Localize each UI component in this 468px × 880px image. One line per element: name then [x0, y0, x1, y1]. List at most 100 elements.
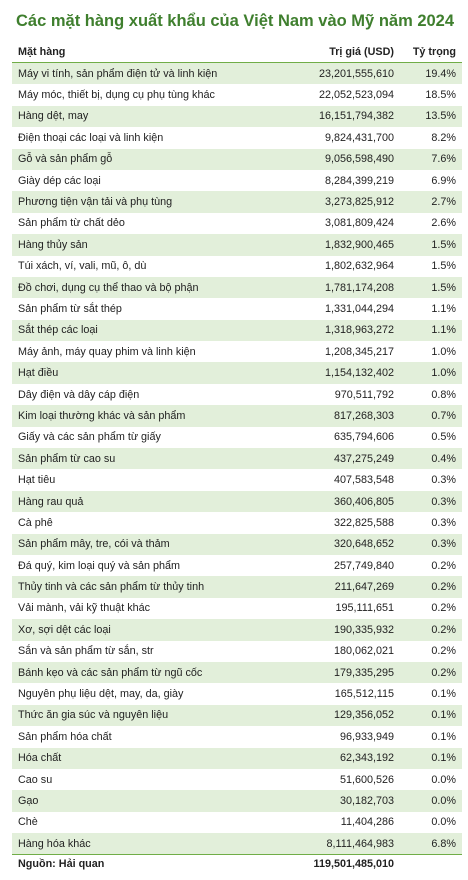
- table-row: Sản phẩm từ chất dẻo 3,081,809,424 2.6%: [12, 213, 462, 234]
- table-row: Gạo 30,182,703 0.0%: [12, 790, 462, 812]
- share: 1.5%: [400, 276, 462, 299]
- table-row: Chè 11,404,286 0.0%: [12, 812, 462, 833]
- value-usd: 9,824,431,700: [324, 131, 394, 144]
- table-row: Phương tiện vận tải và phụ tùng 3,273,825…: [12, 191, 462, 213]
- share: 0.3%: [400, 490, 462, 513]
- value-usd: 11,404,286: [340, 816, 394, 829]
- column-header: Tỷ trọng: [400, 42, 462, 63]
- table-row: Thức ăn gia súc và nguyên liệu 129,356,05…: [12, 704, 462, 727]
- share: 0.0%: [431, 816, 456, 829]
- value-usd: 30,182,703: [264, 790, 400, 812]
- share: 0.2%: [400, 619, 462, 641]
- item-name: Gỗ và sản phẩm gỗ: [12, 148, 264, 170]
- table-row: Bánh kẹo và các sản phẩm từ ngũ cốc 179,3…: [12, 661, 462, 684]
- value-usd: 8,111,464,983: [264, 833, 400, 855]
- item-name: Sản phẩm hóa chất: [18, 730, 112, 743]
- item-name: Sản phẩm từ cao su: [12, 448, 264, 470]
- value-usd: 1,208,345,217: [324, 345, 394, 358]
- item-name: Hàng hóa khác: [12, 833, 264, 855]
- column-header: Mặt hàng: [12, 42, 264, 63]
- value-usd: 195,111,651: [335, 602, 394, 615]
- item-name: Chè: [18, 816, 38, 829]
- item-name: Phương tiện vận tải và phụ tùng: [12, 191, 264, 213]
- value-usd: 51,600,526: [339, 773, 394, 786]
- item-name: Gạo: [12, 790, 264, 812]
- value-usd: 1,781,174,208: [264, 276, 400, 299]
- table-header: Mặt hàng Trị giá (USD) Tỷ trọng: [12, 42, 462, 63]
- item-name: Điện thoại các loại và linh kiện: [18, 131, 164, 144]
- share: 1.0%: [400, 362, 462, 384]
- value-usd: 129,356,052: [264, 704, 400, 727]
- value-usd: 3,273,825,912: [264, 191, 400, 213]
- value-usd: 635,794,606: [333, 431, 394, 444]
- item-name: Đá quý, kim loại quý và sản phẩm: [18, 559, 181, 572]
- table-row: Dây điện và dây cáp điện 970,511,792 0.8%: [12, 384, 462, 405]
- item-name: Xơ, sợi dệt các loại: [12, 619, 264, 641]
- item-name: Hạt tiêu: [18, 474, 56, 487]
- share: 18.5%: [425, 89, 456, 102]
- table-row: Cao su 51,600,526 0.0%: [12, 769, 462, 790]
- share: 1.5%: [400, 234, 462, 256]
- table-row: Máy móc, thiết bị, dụng cụ phụ tùng khác…: [12, 84, 462, 105]
- value-usd: 1,318,963,272: [264, 319, 400, 342]
- table-row: Vải mành, vải kỹ thuật khác 195,111,651 0.…: [12, 598, 462, 619]
- title: Các mặt hàng xuất khẩu của Việt Nam vào …: [16, 12, 455, 30]
- share: 0.7%: [400, 405, 462, 427]
- table-row: Hàng rau quả 360,406,805 0.3%: [12, 490, 462, 513]
- item-name: Vải mành, vải kỹ thuật khác: [18, 602, 151, 615]
- table-row: Đồ chơi, dụng cụ thể thao và bộ phận 1,78…: [12, 276, 462, 299]
- source: Nguồn: Hải quan: [12, 854, 264, 874]
- item-name: Hạt điều: [12, 362, 264, 384]
- table-row: Máy vi tính, sản phẩm điện tử và linh ki…: [12, 62, 462, 85]
- table-row: Sắt thép các loại 1,318,963,272 1.1%: [12, 319, 462, 342]
- item-name: Sản phẩm mây, tre, cói và thảm: [12, 533, 264, 555]
- table-row: Giấy và các sản phẩm từ giấy 635,794,606 0…: [12, 427, 462, 448]
- item-name: Túi xách, ví, vali, mũ, ô, dù: [18, 260, 147, 273]
- share: 0.2%: [431, 645, 456, 658]
- table-row: Cà phê 322,825,588 0.3%: [12, 512, 462, 533]
- table-row: Sắn và sản phẩm từ sắn, str 180,062,021 0.…: [12, 641, 462, 662]
- share: 1.1%: [400, 319, 462, 342]
- item-name: Sắt thép các loại: [12, 319, 264, 342]
- value-usd: 211,647,269: [264, 576, 400, 598]
- share: 0.1%: [431, 730, 456, 743]
- table-row: Máy ảnh, máy quay phim và linh kiện 1,208…: [12, 341, 462, 362]
- share: 0.2%: [431, 559, 456, 572]
- value-usd: 179,335,295: [264, 661, 400, 684]
- table-row: Sản phẩm mây, tre, cói và thảm 320,648,65…: [12, 533, 462, 555]
- value-usd: 9,056,598,490: [264, 148, 400, 170]
- item-name: Nguyên phụ liệu dệt, may, da, giày: [18, 688, 184, 701]
- table-body: Máy vi tính, sản phẩm điện tử và linh ki…: [12, 62, 462, 855]
- footer-spacer: [400, 854, 462, 874]
- item-name: Hàng rau quả: [12, 490, 264, 513]
- value-usd: 23,201,555,610: [264, 62, 400, 85]
- value-usd: 190,335,932: [264, 619, 400, 641]
- table-row: Sản phẩm hóa chất 96,933,949 0.1%: [12, 726, 462, 747]
- export-table: Mặt hàng Trị giá (USD) Tỷ trọng Máy vi tín…: [12, 42, 462, 874]
- value-usd: 437,275,249: [264, 448, 400, 470]
- header-row: Mặt hàng Trị giá (USD) Tỷ trọng: [12, 42, 462, 63]
- value-usd: 1,331,044,294: [324, 302, 394, 315]
- value-usd: 320,648,652: [264, 533, 400, 555]
- column-header: Trị giá (USD): [264, 42, 400, 63]
- item-name: Cà phê: [18, 516, 53, 529]
- share: 0.0%: [400, 790, 462, 812]
- value-usd: 360,406,805: [264, 490, 400, 513]
- value-usd: 3,081,809,424: [324, 217, 394, 230]
- item-name: Thủy tinh và các sản phẩm từ thủy tinh: [12, 576, 264, 598]
- table-row: Hàng hóa khác 8,111,464,983 6.8%: [12, 833, 462, 855]
- share: 0.2%: [431, 602, 456, 615]
- share: 0.2%: [400, 576, 462, 598]
- table-row: Hàng thủy sản 1,832,900,465 1.5%: [12, 234, 462, 256]
- share: 0.1%: [400, 704, 462, 727]
- value-usd: 96,933,949: [339, 730, 394, 743]
- table-row: Giày dép các loại 8,284,399,219 6.9%: [12, 170, 462, 191]
- table-row: Nguyên phụ liệu dệt, may, da, giày 165,51…: [12, 683, 462, 704]
- share: 1.5%: [431, 260, 456, 273]
- item-name: Sản phẩm từ chất dẻo: [18, 217, 125, 230]
- table-row: Hàng dệt, may 16,151,794,382 13.5%: [12, 105, 462, 128]
- item-name: Hóa chất: [12, 747, 264, 769]
- item-name: Giày dép các loại: [18, 174, 101, 187]
